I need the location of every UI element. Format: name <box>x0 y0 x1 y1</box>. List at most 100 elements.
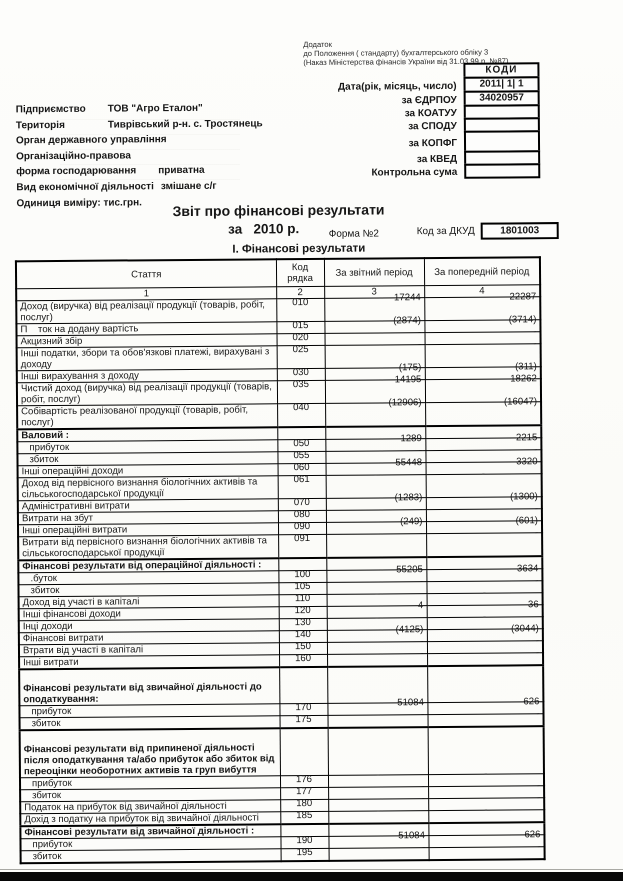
value-previous-period: - <box>428 841 545 861</box>
value-number: 36 <box>527 599 539 611</box>
value-number: - <box>421 793 425 805</box>
empty-cell <box>279 727 328 776</box>
value-number: - <box>533 338 537 350</box>
row-code: 050 <box>293 438 310 450</box>
codes-field-label: Контрольна сума <box>371 166 458 179</box>
value-current-period: 55205 <box>326 564 427 583</box>
value-number: - <box>535 647 540 659</box>
value-number: - <box>420 648 424 660</box>
value-number: - <box>419 528 423 540</box>
org-field-value: Тиврівський р-н. с. Тростянець <box>107 117 263 131</box>
value-number: 2215 <box>515 432 538 444</box>
col-header-code: Код рядка <box>275 258 325 287</box>
row-code: 080 <box>293 509 310 521</box>
row-code: 150 <box>294 641 312 653</box>
row-code-cell: 061 <box>277 474 326 499</box>
value-previous-period: - <box>428 805 545 824</box>
row-code: 061 <box>293 474 310 486</box>
value-number: - <box>373 469 378 481</box>
value-current-period: - <box>328 781 429 800</box>
financial-results-table: Стаття Код рядка За звітний період За по… <box>14 256 546 865</box>
value-current-period: 1289 <box>325 433 426 452</box>
value-number: - <box>534 444 538 456</box>
value-number: (16047) <box>503 396 538 408</box>
row-code-cell: 040 <box>277 402 326 428</box>
org-field-value: змішане с/г <box>160 180 217 193</box>
value-current-period: - <box>327 709 428 728</box>
scan-edge-line <box>0 869 623 870</box>
row-label: Витрати від первісного визнання біологіч… <box>18 534 279 561</box>
scanner-black-bar <box>0 872 623 881</box>
row-code: 010 <box>292 297 309 309</box>
empty-cell <box>279 666 328 704</box>
col-header-current: За звітний період <box>323 258 425 287</box>
form-number-label: Форма №2 <box>328 228 380 240</box>
value-number: - <box>481 468 486 480</box>
value-current-period: - <box>327 648 428 667</box>
value-number: - <box>374 588 379 600</box>
value-number: - <box>421 781 425 793</box>
value-previous-period: - <box>426 527 543 558</box>
value-number: - <box>533 326 537 338</box>
row-code: 160 <box>294 653 312 665</box>
org-field-label: Підприємство <box>15 103 86 116</box>
dkud-code-label: Код за ДКУД <box>416 225 475 238</box>
row-code: 195 <box>296 847 313 859</box>
value-number: - <box>535 635 539 647</box>
row-code: 035 <box>292 379 309 391</box>
row-code-cell: 035 <box>276 379 326 404</box>
value-number: - <box>536 780 541 792</box>
row-code: 110 <box>294 593 311 605</box>
value-number: - <box>536 792 541 804</box>
value-previous-period: (3714) <box>424 314 541 333</box>
value-number: - <box>536 708 540 720</box>
value-number: (249) <box>400 516 423 528</box>
org-field-label: Орган державного управління <box>15 134 167 147</box>
org-field-label: форма господарювання <box>16 165 137 178</box>
row-code: 070 <box>293 497 310 509</box>
value-number: (3044) <box>511 623 539 635</box>
value-number: - <box>419 576 424 588</box>
value-number: 18262 <box>510 373 537 385</box>
value-number: - <box>418 445 422 457</box>
value-previous-period: 2215 <box>425 432 542 451</box>
value-current-period: (2874) <box>324 315 425 334</box>
value-number: - <box>421 842 426 854</box>
row-code: 060 <box>293 462 310 474</box>
row-code: 185 <box>296 810 313 822</box>
value-current-period: (1283) <box>325 492 426 511</box>
row-label: Чистий доход (виручка) від реалізації пр… <box>16 380 278 406</box>
row-code: 090 <box>293 521 311 533</box>
value-number: (12906) <box>388 397 422 409</box>
row-label: збиток <box>20 848 281 864</box>
value-number: 626 <box>523 696 540 708</box>
scan-bleedthrough-artifact <box>60 105 240 185</box>
row-label: Доход від первісного визнання біологічни… <box>17 475 278 501</box>
value-current-period: - <box>326 636 428 655</box>
org-field-label: Територія <box>15 119 65 131</box>
row-code: 100 <box>294 569 311 581</box>
row-code: 120 <box>294 605 311 617</box>
value-current-period: (4125) <box>326 624 427 643</box>
value-number: 22287 <box>509 291 537 303</box>
value-number: - <box>419 504 423 516</box>
value-current-period: - <box>324 327 425 346</box>
value-current-period: (249) <box>325 516 427 535</box>
row-code: 055 <box>293 450 310 462</box>
value-current-period: 51084 <box>328 830 429 849</box>
value-current-period: - <box>327 769 429 788</box>
row-label: Собівартість реалізованої продукції (тов… <box>17 403 278 430</box>
row-code: 190 <box>296 835 313 847</box>
dkud-code-box: 1801003 <box>480 222 559 240</box>
value-previous-period: 626 <box>427 696 544 715</box>
row-code-cell: 091 <box>278 533 327 559</box>
row-code: 030 <box>292 367 309 379</box>
value-previous-period: (3044) <box>426 623 543 642</box>
row-code: 105 <box>294 581 311 593</box>
value-previous-period: - <box>427 769 545 787</box>
org-field-value: ТОВ "Агро Еталон" <box>107 102 203 115</box>
org-field-value: приватна <box>158 165 205 177</box>
value-previous-period: - <box>427 647 544 667</box>
value-number: - <box>484 768 488 780</box>
